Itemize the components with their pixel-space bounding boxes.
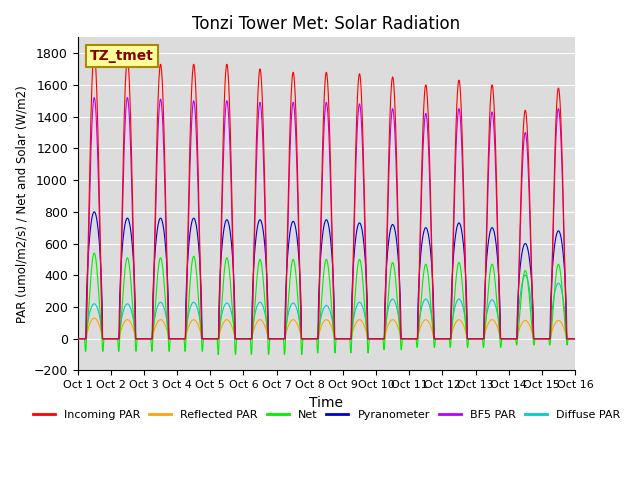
Y-axis label: PAR (umol/m2/s) / Net and Solar (W/m2): PAR (umol/m2/s) / Net and Solar (W/m2) (15, 85, 28, 323)
X-axis label: Time: Time (309, 396, 343, 410)
Text: TZ_tmet: TZ_tmet (90, 49, 154, 63)
Title: Tonzi Tower Met: Solar Radiation: Tonzi Tower Met: Solar Radiation (192, 15, 460, 33)
Legend: Incoming PAR, Reflected PAR, Net, Pyranometer, BF5 PAR, Diffuse PAR: Incoming PAR, Reflected PAR, Net, Pyrano… (28, 406, 625, 425)
